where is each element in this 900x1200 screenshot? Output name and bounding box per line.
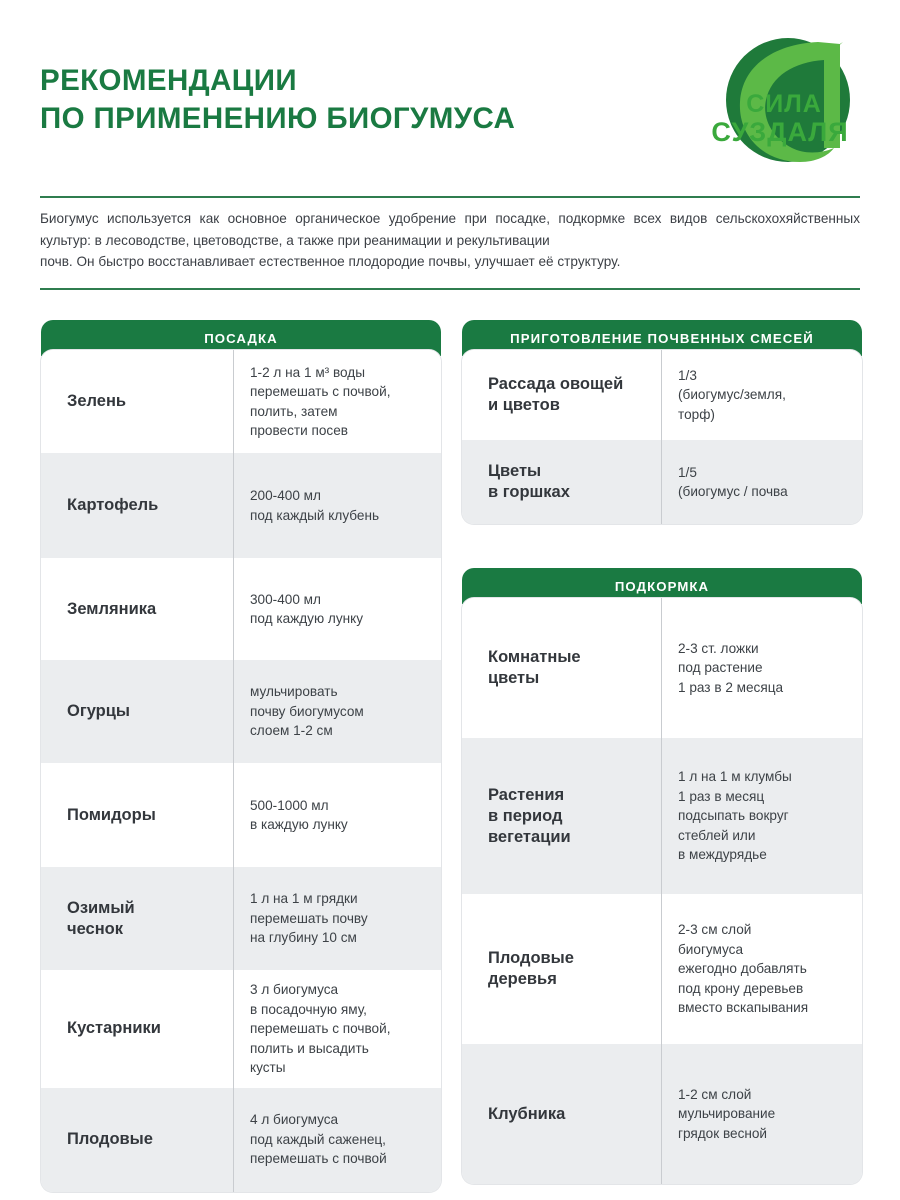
table-row: Клубника 1-2 см слой мульчирование грядок… (462, 1044, 862, 1184)
table-row-name: Земляника (41, 558, 233, 660)
table-posadka: ПОСАДКА Зелень 1-2 л на 1 м³ воды перемеш… (41, 320, 441, 1192)
table-row-value-text: 1-2 л на 1 м³ воды перемешать с почвой, … (250, 364, 391, 439)
divider-bottom (40, 288, 860, 290)
page-header: РЕКОМЕНДАЦИИ ПО ПРИМЕНЕНИЮ БИОГУМУСА СИЛ… (0, 0, 900, 190)
table-row-value: 1 л на 1 м грядки перемешать почву на гл… (233, 867, 441, 970)
table-row-name: Зелень (41, 350, 233, 453)
table-row-value: 200-400 мл под каждый клубень (233, 453, 441, 558)
table-row: Кустарники 3 л биогумуса в посадочную яму… (41, 970, 441, 1088)
page-title: РЕКОМЕНДАЦИИ ПО ПРИМЕНЕНИЮ БИОГУМУСА (40, 62, 640, 138)
table-row-value: 4 л биогумуса под каждый саженец, переме… (233, 1087, 441, 1192)
table-row-value-text: 3 л биогумуса в посадочную яму, перемеша… (250, 982, 391, 1075)
table-row: Плодовые 4 л биогумуса под каждый саженец… (41, 1087, 441, 1192)
table-row: Плодовые деревья 2-3 см слой биогумуса еж… (462, 894, 862, 1044)
table-row: Картофель 200-400 мл под каждый клубень (41, 453, 441, 558)
table-row-value: 1-2 см слой мульчирование грядок весной (661, 1044, 862, 1184)
table-row: Зелень 1-2 л на 1 м³ воды перемешать с по… (41, 350, 441, 453)
table-row-value-text: 4 л биогумуса под каждый саженец, переме… (250, 1112, 387, 1167)
brand-line-1: СИЛА (746, 90, 822, 118)
table-row-name: Помидоры (41, 763, 233, 867)
table-row-value: 300-400 мл под каждую лунку (233, 558, 441, 660)
table-row-name: Кустарники (41, 970, 233, 1088)
intro-paragraph-2: почв. Он быстро восстанавливает естестве… (40, 254, 621, 269)
table-row-value: 3 л биогумуса в посадочную яму, перемеша… (233, 970, 441, 1088)
table-row-name-text: Цветы в горшках (488, 462, 570, 501)
table-row-name-text: Помидоры (67, 805, 156, 824)
table-row-name-text: Озимый чеснок (67, 898, 135, 938)
table-row: Огурцы мульчировать почву биогумусом слое… (41, 660, 441, 763)
table-row-name: Огурцы (41, 660, 233, 763)
table-row-value-text: 300-400 мл под каждую лунку (250, 591, 364, 627)
table-row-value: 1/5 (биогумус / почва (661, 440, 862, 524)
column-right: ПРИГОТОВЛЕНИЕ ПОЧВЕННЫХ СМЕСЕЙ Рассада о… (462, 320, 862, 1184)
table-row-value-text: 1/5 (биогумус / почва (678, 464, 788, 500)
table-row-value-text: 2-3 ст. ложки под растение 1 раз в 2 мес… (678, 640, 784, 695)
table-row-value: мульчировать почву биогумусом слоем 1-2 … (233, 660, 441, 763)
table-row: Комнатные цветы 2-3 ст. ложки под растени… (462, 598, 862, 738)
table-pochvennye-smesi: ПРИГОТОВЛЕНИЕ ПОЧВЕННЫХ СМЕСЕЙ Рассада о… (462, 320, 862, 524)
column-left: ПОСАДКА Зелень 1-2 л на 1 м³ воды перемеш… (41, 320, 441, 1192)
table-row-name-text: Огурцы (67, 702, 130, 720)
table-row-value-text: 200-400 мл под каждый клубень (250, 488, 380, 523)
table-row-name-text: Земляника (67, 599, 157, 618)
table-row-name: Плодовые деревья (462, 894, 661, 1044)
table-row-value: 500-1000 мл в каждую лунку (233, 763, 441, 867)
table-podkormka: ПОДКОРМКА Комнатные цветы 2-3 ст. ложки п… (462, 568, 862, 1184)
brand-line-2: СУЗДАЛЯ (711, 117, 848, 147)
table-row-name-text: Кустарники (67, 1019, 161, 1038)
table-row-value-text: 1-2 см слой мульчирование грядок весной (678, 1086, 776, 1141)
table-row-name: Клубника (462, 1044, 661, 1184)
table-row-name: Картофель (41, 453, 233, 558)
table-row-name: Растения в период вегетации (462, 738, 661, 894)
page-title-line-2: ПО ПРИМЕНЕНИЮ БИОГУМУСА (40, 102, 516, 135)
page-title-line-1: РЕКОМЕНДАЦИИ (40, 64, 297, 97)
table-row-value: 1/3 (биогумус/земля, торф) (661, 350, 862, 440)
table-row-value-text: 1 л на 1 м грядки перемешать почву на гл… (250, 891, 368, 946)
table-posadka-title: ПОСАДКА (204, 330, 278, 346)
table-row-name: Цветы в горшках (462, 440, 661, 524)
table-row-name-text: Картофель (67, 496, 159, 514)
brand-logo: СИЛА СУЗДАЛЯ (696, 26, 872, 178)
table-podkormka-body: Комнатные цветы 2-3 ст. ложки под растени… (462, 598, 862, 1184)
table-row-name-text: Зелень (67, 392, 127, 410)
table-row-value: 1-2 л на 1 м³ воды перемешать с почвой, … (233, 350, 441, 453)
table-row-value: 2-3 ст. ложки под растение 1 раз в 2 мес… (661, 598, 862, 738)
table-row: Растения в период вегетации 1 л на 1 м кл… (462, 738, 862, 894)
table-row-name-text: Рассада овощей и цветов (488, 375, 624, 414)
table-row-value-text: 1 л на 1 м клумбы 1 раз в месяц подсыпат… (678, 769, 792, 863)
table-row-name-text: Растения в период вегетации (488, 785, 571, 846)
table-row-name: Плодовые (41, 1088, 233, 1192)
table-podkormka-title: ПОДКОРМКА (614, 578, 710, 594)
table-pochvennye-smesi-title: ПРИГОТОВЛЕНИЕ ПОЧВЕННЫХ СМЕСЕЙ (510, 330, 814, 346)
table-row: Озимый чеснок 1 л на 1 м грядки перемешат… (41, 867, 441, 970)
table-row-value-text: 1/3 (биогумус/земля, торф) (678, 367, 786, 422)
table-row-value-text: мульчировать почву биогумусом слоем 1-2 … (250, 684, 364, 739)
table-posadka-body: Зелень 1-2 л на 1 м³ воды перемешать с по… (41, 350, 441, 1192)
table-row-value-text: 500-1000 мл в каждую лунку (250, 797, 348, 833)
table-row-name: Озимый чеснок (41, 867, 233, 970)
table-row-name-text: Клубника (488, 1104, 566, 1123)
table-row-name-text: Плодовые (67, 1130, 153, 1148)
table-row: Рассада овощей и цветов 1/3 (биогумус/зем… (462, 350, 862, 440)
table-row-name-text: Плодовые деревья (488, 949, 574, 988)
table-row-value: 1 л на 1 м клумбы 1 раз в месяц подсыпат… (661, 738, 862, 894)
table-row-name-text: Комнатные цветы (488, 648, 581, 687)
table-row: Земляника 300-400 мл под каждую лунку (41, 558, 441, 660)
intro-paragraph-1: Биогумус используется как основное орган… (40, 211, 860, 248)
table-row-name: Рассада овощей и цветов (462, 350, 661, 440)
table-row: Помидоры 500-1000 мл в каждую лунку (41, 763, 441, 867)
table-row-value: 2-3 см слой биогумуса ежегодно добавлять… (661, 894, 862, 1044)
table-row-value-text: 2-3 см слой биогумуса ежегодно добавлять… (678, 922, 809, 1016)
table-row: Цветы в горшках 1/5 (биогумус / почва (462, 440, 862, 524)
table-row-name: Комнатные цветы (462, 598, 661, 738)
divider-top (40, 196, 860, 198)
intro-text: Биогумус используется как основное орган… (40, 208, 860, 273)
table-pochvennye-smesi-body: Рассада овощей и цветов 1/3 (биогумус/зем… (462, 350, 862, 524)
